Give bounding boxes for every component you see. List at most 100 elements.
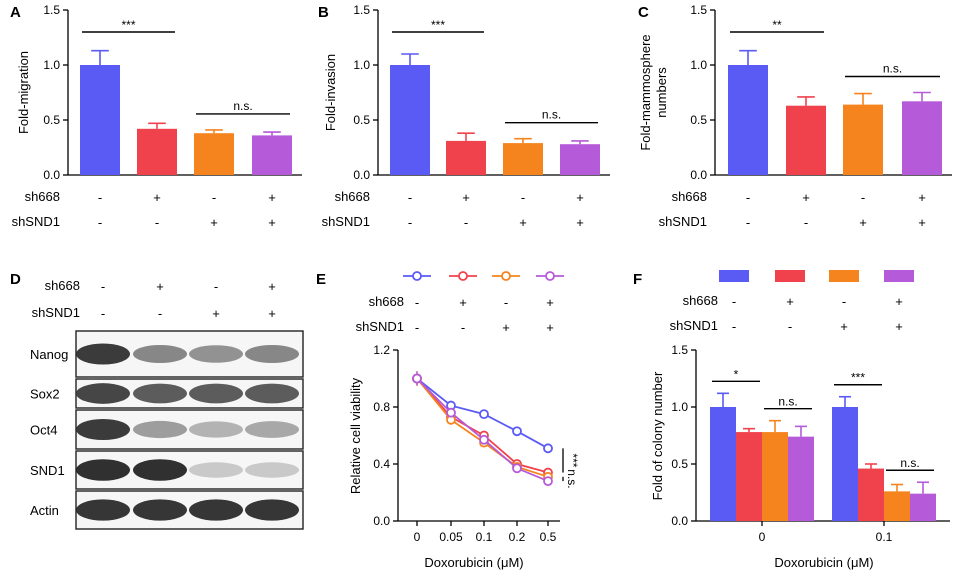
blot-label-sox2: Sox2 [30, 387, 60, 402]
panel-b-sign-sh668: - [408, 190, 412, 205]
blot-band [76, 499, 130, 521]
blot-band [133, 383, 187, 404]
panel-c-sign-sh668: + [918, 190, 926, 205]
panel-c-sign-shsnd1: - [804, 215, 808, 230]
panel-f-legend-swatch [829, 270, 859, 282]
panel-c-bar-0 [728, 65, 768, 175]
panel-e-y-tick-label: 0.8 [373, 400, 390, 414]
panel-f-y-tick-label: 1.0 [671, 400, 688, 414]
panel-e-legend-marker [545, 271, 555, 281]
blot-band [245, 421, 299, 438]
panel-b-bar-3 [560, 144, 600, 175]
panel-label-e: E [316, 271, 326, 288]
panel-e-x-tick-label: 0.05 [439, 530, 463, 544]
panel-c-sign-shsnd1: + [859, 215, 867, 230]
panel-e-point [543, 443, 553, 454]
panel-a-row-label-sh668: sh668 [25, 189, 60, 204]
panel-f-bar-1-3 [910, 493, 936, 521]
panel-b: 0.0 0.5 1.0 1.5 Fold-invasion *** n.s. sh668 shS… [322, 3, 610, 230]
panel-a-y-tick-label: 0.0 [43, 168, 60, 182]
panel-f-y-tick-label: 0.0 [671, 514, 688, 528]
panel-a-sign-sh668: - [98, 190, 102, 205]
panel-d-sign-shsnd1: - [158, 306, 162, 321]
panel-f-sig-label: * [734, 367, 739, 381]
panel-f-sign-sh668: + [895, 294, 903, 309]
panel-e-sign-sh668: - [504, 295, 508, 310]
blot-label-actin: Actin [30, 503, 59, 518]
panel-b-y-tick-label: 0.5 [353, 113, 370, 127]
panel-e-sig-label: n.s. [565, 469, 579, 488]
blot-label-nanog: Nanog [30, 347, 68, 362]
panel-a-y-label: Fold-migration [16, 51, 31, 134]
blot-band [133, 420, 187, 439]
panel-e-x-label: Doxorubicin (μM) [424, 555, 523, 570]
panel-c-sign-shsnd1: + [918, 215, 926, 230]
panel-e-row-label-sh668: sh668 [369, 294, 404, 309]
panel-e-sign-sh668: + [546, 295, 554, 310]
panel-c-sign-sh668: - [746, 190, 750, 205]
panel-d-sign-shsnd1: + [212, 306, 220, 321]
panel-b-bar-2 [503, 143, 543, 175]
panel-f-sign-shsnd1: + [840, 319, 848, 334]
panel-d-sign-sh668: - [101, 279, 105, 294]
panel-label-b: B [318, 4, 329, 21]
panel-a-sign-sh668: - [212, 190, 216, 205]
panel-f-bar-1-2 [884, 491, 910, 521]
panel-b-bar-0 [390, 65, 430, 175]
panel-d-row-label-sh668: sh668 [45, 278, 80, 293]
panel-e-legend-marker [458, 271, 468, 281]
panel-b-sign-sh668: + [576, 190, 584, 205]
panel-b-sig-label: n.s. [542, 108, 561, 122]
panel-c-y-tick-label: 1.5 [690, 3, 707, 17]
panel-e-point [412, 373, 422, 384]
panel-f-bar-0-3 [788, 436, 814, 521]
panel-c-sig-label: n.s. [883, 62, 902, 76]
panel-e-row-label-shsnd1: shSND1 [356, 319, 404, 334]
panel-a-sign-shsnd1: - [155, 215, 159, 230]
panel-b-sign-shsnd1: + [576, 215, 584, 230]
blot-band [245, 499, 299, 521]
blot-band [245, 344, 299, 364]
panel-a-sign-shsnd1: + [210, 215, 218, 230]
panel-f-sign-shsnd1: + [895, 319, 903, 334]
panel-f-y-tick-label: 1.5 [671, 343, 688, 357]
panel-e-x-tick-label: 0 [414, 530, 421, 544]
panel-f-sign-sh668: - [842, 294, 846, 309]
panel-b-bar-1 [446, 140, 486, 175]
panel-a-y-tick-label: 1.0 [43, 58, 60, 72]
blot-band [76, 343, 130, 365]
blot-band [133, 499, 187, 521]
panel-c-bar-2 [843, 104, 883, 175]
panel-e-sign-sh668: - [415, 295, 419, 310]
panel-b-sign-sh668: - [521, 190, 525, 205]
panel-e-point [512, 463, 522, 474]
panel-e-sign-sh668: + [459, 295, 467, 310]
panel-b-row-label-sh668: sh668 [335, 189, 370, 204]
panel-e-x-tick-label: 0.5 [540, 530, 557, 544]
panel-f-sign-sh668: - [732, 294, 736, 309]
panel-f-y-label: Fold of colony number [650, 371, 665, 500]
panel-e-sign-shsnd1: + [502, 320, 510, 335]
panel-e-y-tick-label: 0.4 [373, 457, 390, 471]
panel-f-x-tick-label: 0 [759, 530, 766, 544]
panel-c-y-tick-label: 1.0 [690, 58, 707, 72]
panel-f-y-tick-label: 0.5 [671, 457, 688, 471]
panel-f-row-label-shsnd1: shSND1 [670, 318, 718, 333]
panel-c-sign-sh668: + [802, 190, 810, 205]
panel-a-sign-shsnd1: - [98, 215, 102, 230]
blot-band [76, 459, 130, 481]
panel-c-y-tick-label: 0.5 [690, 113, 707, 127]
panel-a: 0.0 0.5 1.0 1.5 Fold-migration *** n.s. sh668 sh… [12, 3, 302, 230]
panel-e-point [512, 426, 522, 437]
panel-f-legend-swatch [719, 270, 749, 282]
panel-c-sig-label: ** [772, 18, 782, 32]
blot-band [189, 499, 243, 521]
panel-a-bar-3 [252, 135, 292, 175]
panel-d-western-blot: sh668 shSND1 - - + - - + + + Nanog Sox2 Oct4 SND1 Acti… [30, 278, 304, 530]
panel-label-c: C [638, 4, 649, 21]
panel-e-y-tick-label: 1.2 [373, 343, 390, 357]
panel-b-sign-shsnd1: + [519, 215, 527, 230]
panel-e-x-tick-label: 0.2 [509, 530, 526, 544]
panel-e-x-tick-label: 0.1 [476, 530, 493, 544]
